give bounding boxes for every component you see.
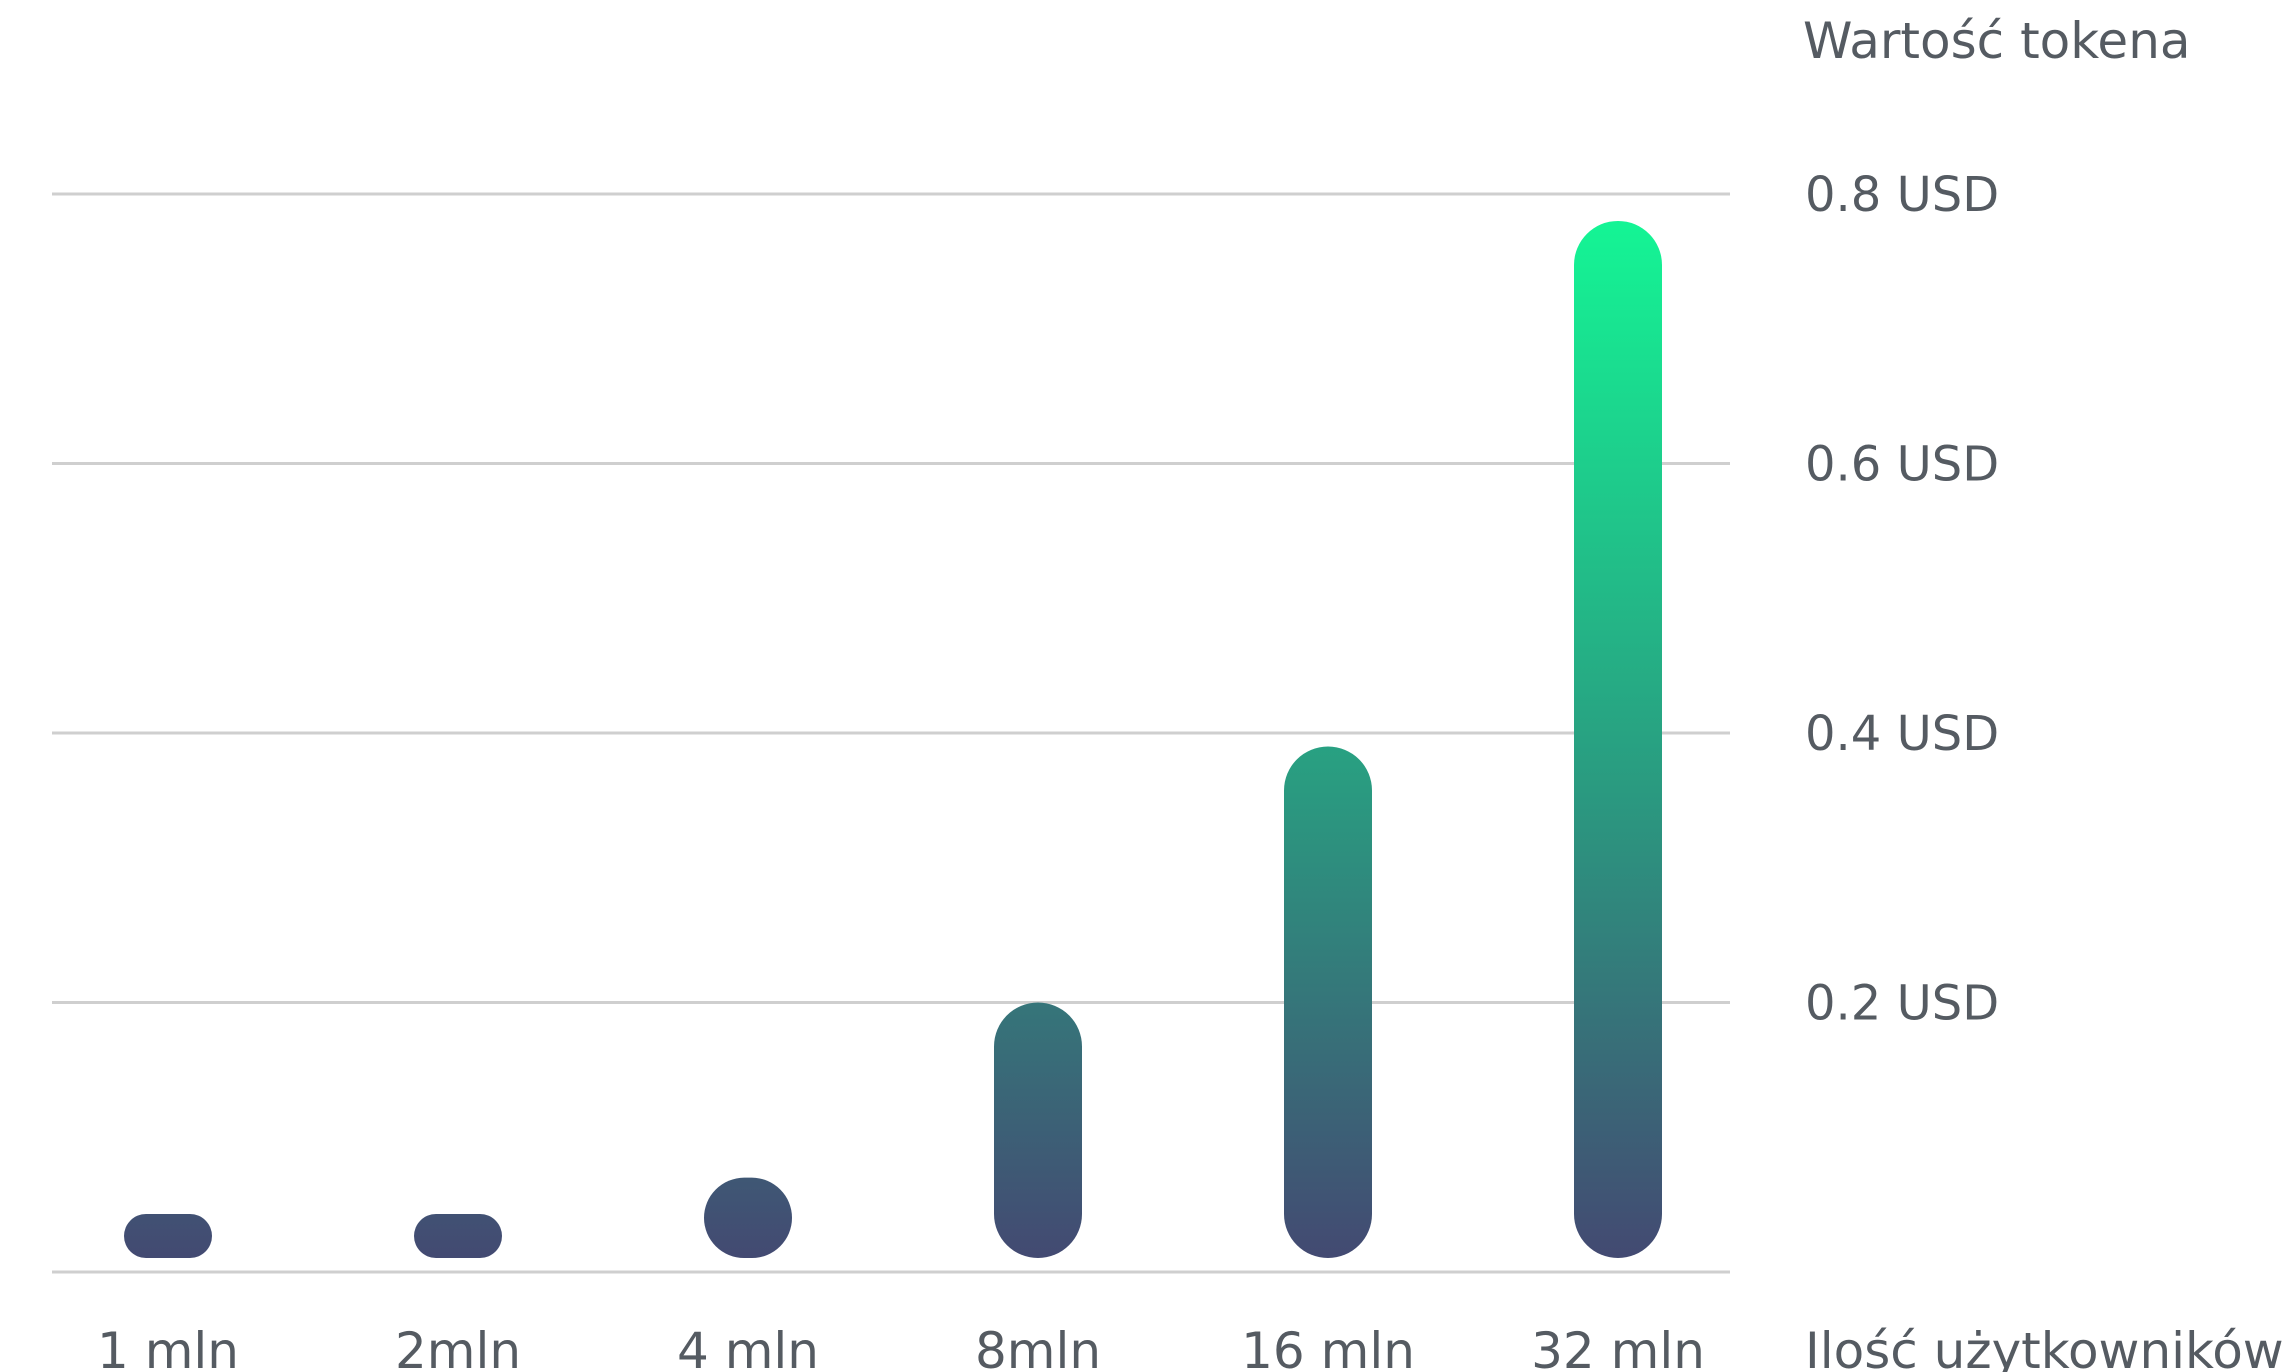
y-tick-label: 0.8 USD — [1805, 167, 1999, 223]
grid-lines — [52, 192, 1730, 1274]
x-axis-title: Ilość użytkowników — [1805, 1322, 2284, 1372]
x-tick-label: 16 mln — [1241, 1322, 1415, 1372]
x-tick-label: 2mln — [395, 1322, 521, 1372]
bar — [1284, 746, 1372, 1258]
y-tick-label: 0.6 USD — [1805, 437, 1999, 493]
bar — [124, 1214, 212, 1258]
bars — [124, 220, 1662, 1259]
bar — [414, 1214, 502, 1258]
y-tick-label: 0.2 USD — [1805, 976, 1999, 1032]
bar — [994, 1002, 1082, 1258]
bar — [1574, 220, 1662, 1259]
bar — [704, 1177, 792, 1258]
y-axis-title: Wartość tokena — [1803, 12, 2191, 70]
x-tick-labels: 1 mln 2mln 4 mln 8mln 16 mln 32 mln — [97, 1322, 1705, 1372]
x-tick-label: 8mln — [975, 1322, 1101, 1372]
x-tick-label: 32 mln — [1531, 1322, 1705, 1372]
y-tick-label: 0.4 USD — [1805, 706, 1999, 762]
x-tick-label: 1 mln — [97, 1322, 239, 1372]
x-tick-label: 4 mln — [677, 1322, 819, 1372]
y-tick-labels: 0.2 USD 0.4 USD 0.6 USD 0.8 USD — [1805, 167, 1999, 1032]
